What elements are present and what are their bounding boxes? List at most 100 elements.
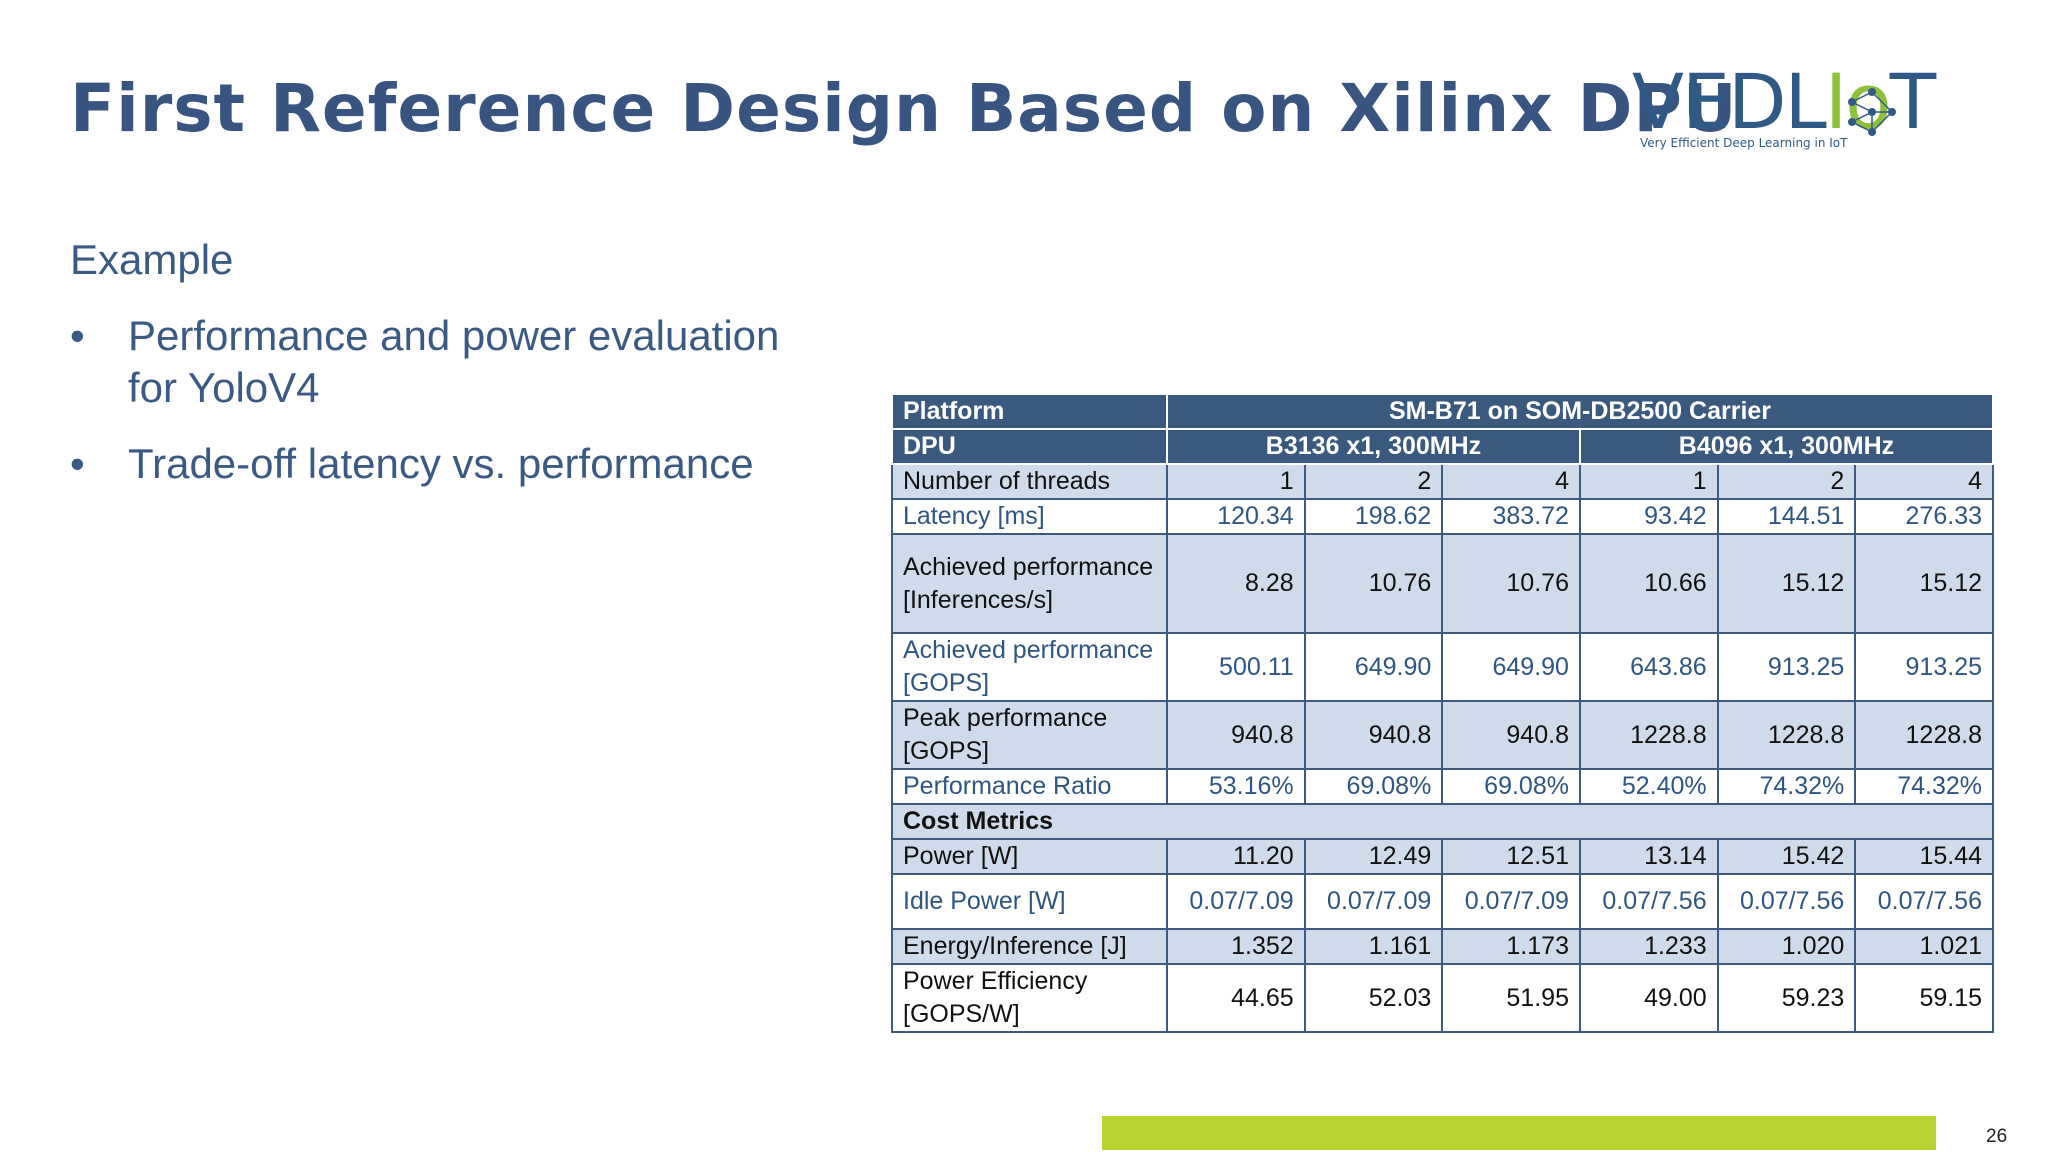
table-row: Achieved performance [GOPS] 500.11 649.9… bbox=[891, 632, 1994, 702]
table-cell: 913.25 bbox=[1716, 632, 1857, 702]
table-cell: 0.07/7.56 bbox=[1578, 873, 1719, 930]
row-label: Power Efficiency [GOPS/W] bbox=[891, 963, 1168, 1033]
table-header-row: Platform SM-B71 on SOM-DB2500 Carrier bbox=[891, 393, 1994, 430]
table-cell: 649.90 bbox=[1303, 632, 1444, 702]
table-cell: 4 bbox=[1441, 463, 1581, 500]
logo-tagline: Very Efficient Deep Learning in IoT bbox=[1640, 136, 1848, 150]
table-row: Idle Power [W] 0.07/7.09 0.07/7.09 0.07/… bbox=[891, 873, 1994, 930]
table-cell: 120.34 bbox=[1166, 498, 1306, 535]
row-label: Latency [ms] bbox=[891, 498, 1168, 535]
row-label: Peak performance [GOPS] bbox=[891, 700, 1168, 770]
row-label: Energy/Inference [J] bbox=[891, 928, 1168, 965]
table-cell: 74.32% bbox=[1716, 768, 1857, 805]
table-cell: 74.32% bbox=[1854, 768, 1994, 805]
row-label: Idle Power [W] bbox=[891, 873, 1168, 930]
vedliot-logo: VEDLIoT Very Efficient Deep Learning in … bbox=[1632, 64, 1936, 164]
table-cell: 0.07/7.56 bbox=[1854, 873, 1994, 930]
table-cell: 69.08% bbox=[1441, 768, 1581, 805]
section-subhead: Example bbox=[70, 236, 234, 283]
footer-accent-bar bbox=[1102, 1116, 1936, 1150]
table-cell: 44.65 bbox=[1166, 963, 1306, 1033]
page-number: 26 bbox=[1986, 1126, 2008, 1147]
table-cell: 10.76 bbox=[1303, 533, 1444, 634]
table-cell: 49.00 bbox=[1578, 963, 1719, 1033]
table-cell: 59.15 bbox=[1854, 963, 1994, 1033]
bullet-item: Trade-off latency vs. performance bbox=[70, 438, 830, 490]
table-row: Peak performance [GOPS] 940.8 940.8 940.… bbox=[891, 700, 1994, 770]
table-cell: 2 bbox=[1716, 463, 1857, 500]
bullet-list: Performance and power evaluation for Yol… bbox=[70, 310, 830, 514]
table-cell: 276.33 bbox=[1854, 498, 1994, 535]
table-cell: 1.173 bbox=[1441, 928, 1581, 965]
platform-label: Platform bbox=[891, 393, 1168, 430]
table-cell: 1 bbox=[1578, 463, 1719, 500]
table-cell: 940.8 bbox=[1166, 700, 1306, 770]
row-label: Power [W] bbox=[891, 838, 1168, 875]
row-label: Number of threads bbox=[891, 463, 1168, 500]
table-row: Performance Ratio 53.16% 69.08% 69.08% 5… bbox=[891, 768, 1994, 805]
table-cell: 1.233 bbox=[1578, 928, 1719, 965]
row-label: Performance Ratio bbox=[891, 768, 1168, 805]
table-cell: 15.44 bbox=[1854, 838, 1994, 875]
table-cell: 10.76 bbox=[1441, 533, 1581, 634]
table-cell: 1.021 bbox=[1854, 928, 1994, 965]
platform-value: SM-B71 on SOM-DB2500 Carrier bbox=[1166, 393, 1994, 430]
table-cell: 940.8 bbox=[1441, 700, 1581, 770]
table-cell: 1228.8 bbox=[1716, 700, 1857, 770]
table-cell: 2 bbox=[1303, 463, 1444, 500]
bullet-item: Performance and power evaluation for Yol… bbox=[70, 310, 830, 414]
table-cell: 643.86 bbox=[1578, 632, 1719, 702]
table-row: Achieved performance [Inferences/s] 8.28… bbox=[891, 533, 1994, 634]
table-cell: 0.07/7.09 bbox=[1166, 873, 1306, 930]
table-row: Latency [ms] 120.34 198.62 383.72 93.42 … bbox=[891, 498, 1994, 535]
table-cell: 0.07/7.09 bbox=[1303, 873, 1444, 930]
table-cell: 1228.8 bbox=[1854, 700, 1994, 770]
table-cell: 93.42 bbox=[1578, 498, 1719, 535]
table-cell: 59.23 bbox=[1716, 963, 1857, 1033]
slide-title: First Reference Design Based on Xilinx D… bbox=[70, 70, 1738, 147]
section-row: Cost Metrics bbox=[891, 803, 1994, 840]
table-cell: 0.07/7.56 bbox=[1716, 873, 1857, 930]
section-label: Cost Metrics bbox=[891, 803, 1994, 840]
table-cell: 940.8 bbox=[1303, 700, 1444, 770]
row-label: Achieved performance [GOPS] bbox=[891, 632, 1168, 702]
row-label: Achieved performance [Inferences/s] bbox=[891, 533, 1168, 634]
table-row: Number of threads 1 2 4 1 2 4 bbox=[891, 463, 1994, 500]
table-cell: 1.352 bbox=[1166, 928, 1306, 965]
table-cell: 198.62 bbox=[1303, 498, 1444, 535]
table-row: Energy/Inference [J] 1.352 1.161 1.173 1… bbox=[891, 928, 1994, 965]
table-cell: 1.161 bbox=[1303, 928, 1444, 965]
table-cell: 52.40% bbox=[1578, 768, 1719, 805]
table-cell: 69.08% bbox=[1303, 768, 1444, 805]
table-header-row: DPU B3136 x1, 300MHz B4096 x1, 300MHz bbox=[891, 428, 1995, 465]
table-cell: 144.51 bbox=[1716, 498, 1857, 535]
table-cell: 649.90 bbox=[1441, 632, 1581, 702]
neural-network-icon bbox=[1848, 88, 1896, 136]
table-cell: 52.03 bbox=[1303, 963, 1444, 1033]
table-row: Power Efficiency [GOPS/W] 44.65 52.03 51… bbox=[891, 963, 1994, 1033]
table-cell: 4 bbox=[1854, 463, 1994, 500]
table-cell: 1228.8 bbox=[1578, 700, 1719, 770]
table-cell: 12.49 bbox=[1303, 838, 1444, 875]
table-cell: 51.95 bbox=[1441, 963, 1581, 1033]
table-cell: 383.72 bbox=[1441, 498, 1581, 535]
table-cell: 0.07/7.09 bbox=[1441, 873, 1581, 930]
dpu-group: B3136 x1, 300MHz bbox=[1166, 428, 1581, 465]
dpu-label: DPU bbox=[891, 428, 1168, 465]
table-cell: 500.11 bbox=[1166, 632, 1306, 702]
table-cell: 15.12 bbox=[1854, 533, 1994, 634]
table-cell: 53.16% bbox=[1166, 768, 1306, 805]
dpu-group: B4096 x1, 300MHz bbox=[1578, 428, 1995, 465]
table-cell: 13.14 bbox=[1578, 838, 1719, 875]
table-cell: 12.51 bbox=[1441, 838, 1581, 875]
table-cell: 1 bbox=[1166, 463, 1306, 500]
table-cell: 10.66 bbox=[1578, 533, 1719, 634]
results-table: Platform SM-B71 on SOM-DB2500 Carrier DP… bbox=[891, 393, 1995, 1033]
table-cell: 11.20 bbox=[1166, 838, 1306, 875]
table-cell: 1.020 bbox=[1716, 928, 1857, 965]
table-row: Power [W] 11.20 12.49 12.51 13.14 15.42 … bbox=[891, 838, 1994, 875]
table-cell: 913.25 bbox=[1854, 632, 1994, 702]
table-cell: 8.28 bbox=[1166, 533, 1306, 634]
table-cell: 15.42 bbox=[1716, 838, 1857, 875]
table-cell: 15.12 bbox=[1716, 533, 1857, 634]
